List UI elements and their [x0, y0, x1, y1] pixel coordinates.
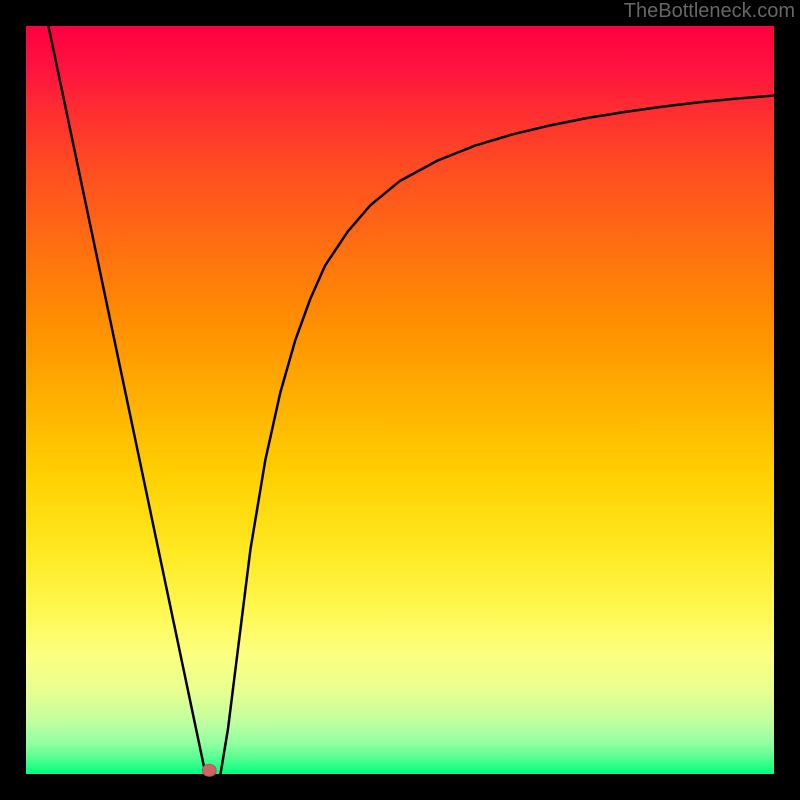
bottleneck-chart: [0, 0, 800, 800]
chart-container: TheBottleneck.com: [0, 0, 800, 800]
watermark-text: TheBottleneck.com: [624, 0, 795, 23]
